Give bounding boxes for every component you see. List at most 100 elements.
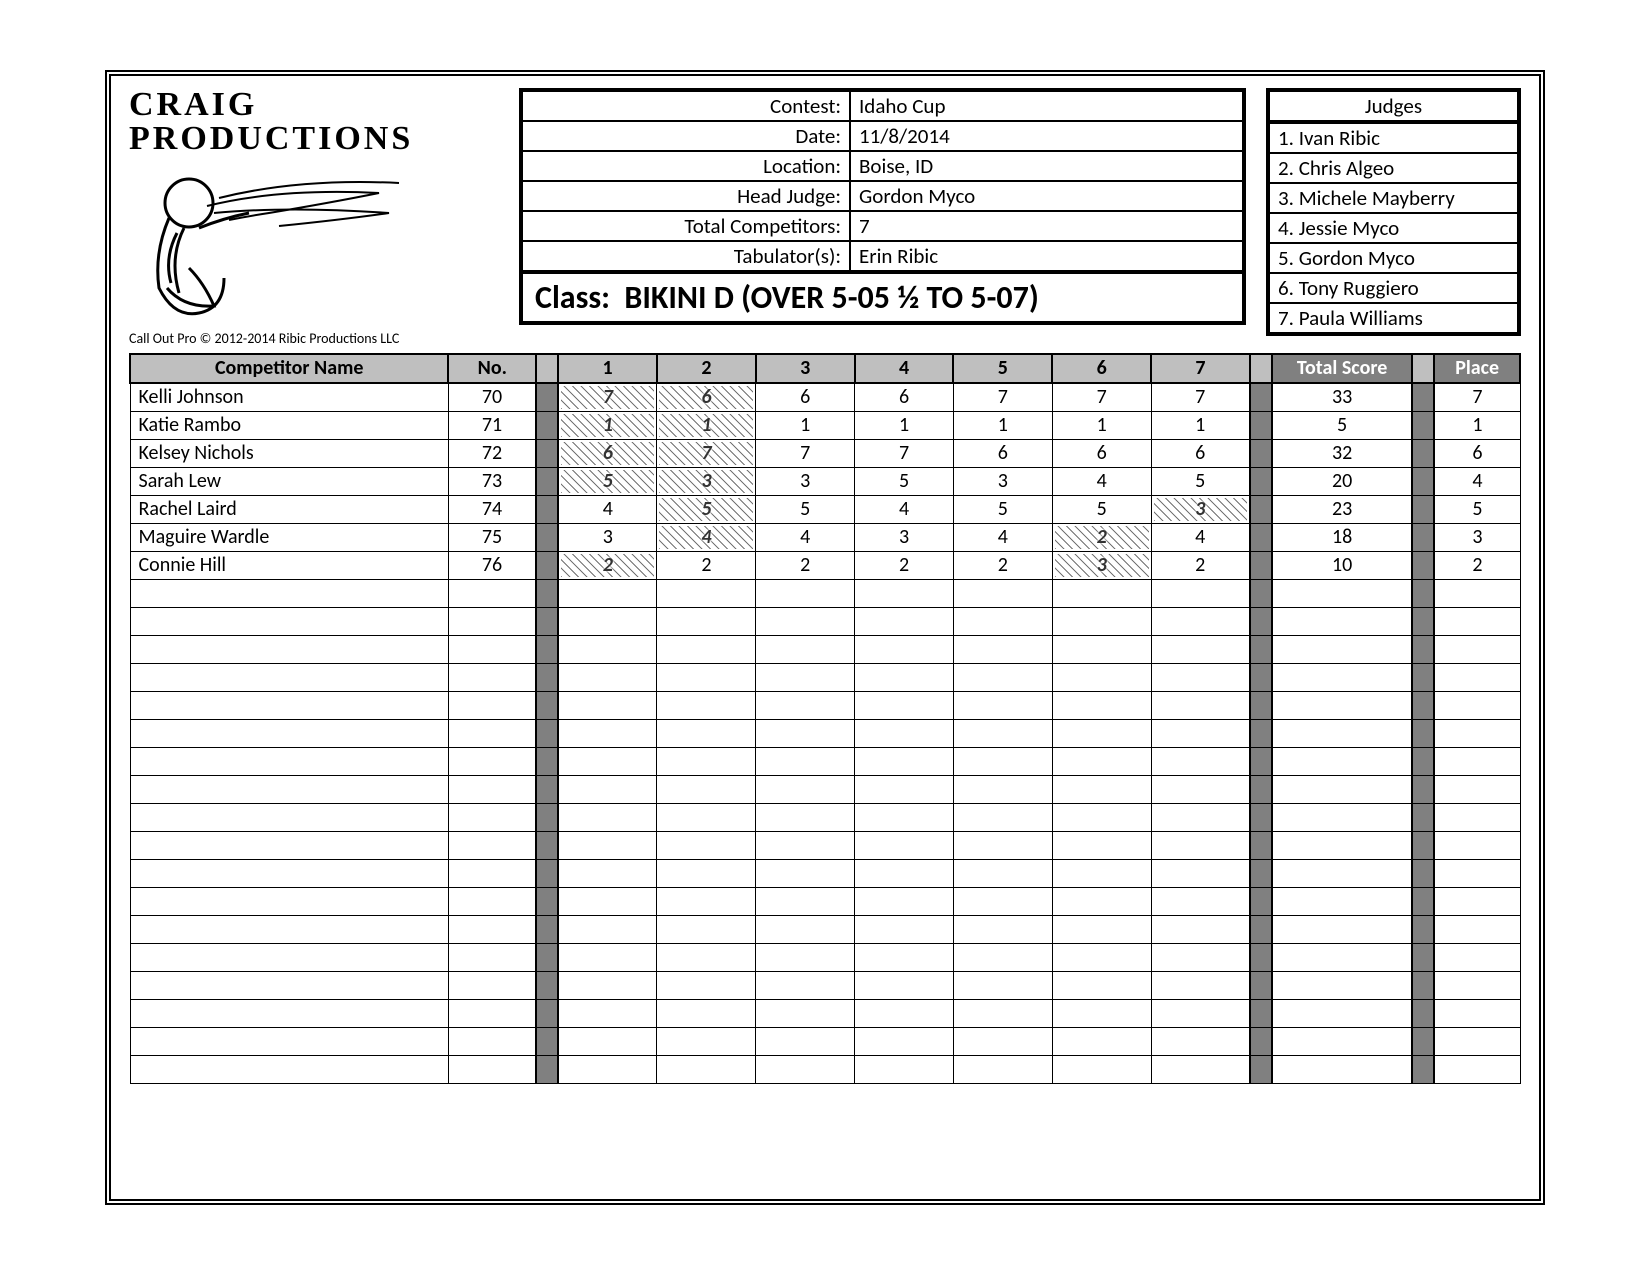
- table-row-empty: [130, 1000, 1520, 1028]
- cell-gap: [536, 412, 558, 440]
- cell-name: [130, 860, 448, 888]
- cell-score: [756, 580, 855, 608]
- cell-gap: [1250, 580, 1272, 608]
- hdr-no: No.: [448, 354, 536, 383]
- table-row-empty: [130, 664, 1520, 692]
- cell-score: 4: [756, 524, 855, 552]
- cell-score: 6: [1151, 440, 1250, 468]
- cell-gap: [536, 608, 558, 636]
- cell-score: [756, 608, 855, 636]
- cell-score: 6: [1052, 440, 1151, 468]
- cell-no: [448, 636, 536, 664]
- logo-line1: CRAIG: [129, 88, 499, 122]
- cell-no: [448, 1028, 536, 1056]
- cell-score: 1: [657, 412, 756, 440]
- cell-score: [953, 832, 1052, 860]
- cell-score: 5: [1052, 496, 1151, 524]
- cell-score: 2: [1151, 552, 1250, 580]
- cell-place: [1434, 972, 1520, 1000]
- cell-gap: [536, 468, 558, 496]
- cell-score: [855, 1000, 954, 1028]
- cell-place: [1434, 944, 1520, 972]
- cell-no: 70: [448, 383, 536, 412]
- cell-score: [558, 664, 657, 692]
- hdr-judge-4: 4: [855, 354, 954, 383]
- cell-score: [756, 748, 855, 776]
- cell-gap: [1412, 552, 1434, 580]
- judge-row: 6. Tony Ruggiero: [1268, 273, 1519, 303]
- cell-gap: [1250, 440, 1272, 468]
- cell-score: [855, 860, 954, 888]
- cell-gap: [1412, 383, 1434, 412]
- cell-no: 75: [448, 524, 536, 552]
- cell-score: [855, 832, 954, 860]
- cell-gap: [1250, 916, 1272, 944]
- table-row-empty: [130, 860, 1520, 888]
- hdr-place: Place: [1434, 354, 1520, 383]
- cell-place: [1434, 776, 1520, 804]
- val-headjudge: Gordon Myco: [850, 181, 1244, 211]
- cell-name: Kelsey Nichols: [130, 440, 448, 468]
- cell-score: [1052, 888, 1151, 916]
- cell-score: [1151, 580, 1250, 608]
- cell-score: [756, 636, 855, 664]
- cell-gap: [536, 552, 558, 580]
- cell-score: [1052, 944, 1151, 972]
- cell-gap: [536, 804, 558, 832]
- hdr-judge-6: 6: [1052, 354, 1151, 383]
- cell-score: [756, 720, 855, 748]
- cell-score: 1: [1151, 412, 1250, 440]
- cell-total: [1272, 636, 1413, 664]
- cell-name: [130, 804, 448, 832]
- cell-gap: [1250, 860, 1272, 888]
- cell-score: [855, 944, 954, 972]
- table-row-empty: [130, 776, 1520, 804]
- cell-score: [756, 944, 855, 972]
- cell-name: [130, 776, 448, 804]
- cell-gap: [536, 1028, 558, 1056]
- cell-score: [1151, 636, 1250, 664]
- cell-score: [855, 1028, 954, 1056]
- cell-score: [1052, 804, 1151, 832]
- cell-total: [1272, 832, 1413, 860]
- class-value: BIKINI D (OVER 5-05 ½ TO 5-07): [624, 278, 1038, 317]
- cell-gap: [1250, 496, 1272, 524]
- cell-score: [953, 972, 1052, 1000]
- cell-name: [130, 608, 448, 636]
- cell-no: 71: [448, 412, 536, 440]
- cell-name: [130, 972, 448, 1000]
- cell-name: [130, 888, 448, 916]
- cell-name: Kelli Johnson: [130, 383, 448, 412]
- cell-no: [448, 608, 536, 636]
- cell-score: [953, 720, 1052, 748]
- cell-score: [558, 720, 657, 748]
- cell-score: [1052, 608, 1151, 636]
- cell-gap: [536, 496, 558, 524]
- cell-score: [756, 692, 855, 720]
- cell-gap: [1250, 888, 1272, 916]
- cell-no: 73: [448, 468, 536, 496]
- cell-gap: [536, 944, 558, 972]
- cell-gap: [536, 664, 558, 692]
- cell-score: 5: [855, 468, 954, 496]
- cell-score: 7: [1151, 383, 1250, 412]
- cell-score: [953, 776, 1052, 804]
- cell-score: [657, 804, 756, 832]
- hdr-judge-1: 1: [558, 354, 657, 383]
- cell-gap: [1412, 832, 1434, 860]
- cell-gap: [1250, 1056, 1272, 1084]
- judge-row: 4. Jessie Myco: [1268, 213, 1519, 243]
- cell-score: 1: [855, 412, 954, 440]
- cell-total: [1272, 776, 1413, 804]
- copyright-text: Call Out Pro © 2012-2014 Ribic Productio…: [129, 330, 499, 347]
- table-row-empty: [130, 748, 1520, 776]
- cell-place: 3: [1434, 524, 1520, 552]
- cell-gap: [1412, 1028, 1434, 1056]
- cell-name: [130, 636, 448, 664]
- cell-score: [657, 664, 756, 692]
- cell-score: [953, 580, 1052, 608]
- cell-score: [558, 944, 657, 972]
- cell-score: 4: [1052, 468, 1151, 496]
- cell-score: 1: [1052, 412, 1151, 440]
- cell-total: [1272, 888, 1413, 916]
